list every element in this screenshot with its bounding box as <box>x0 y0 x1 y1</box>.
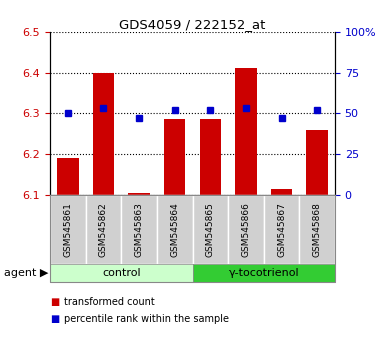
Text: GSM545861: GSM545861 <box>64 202 72 257</box>
Text: ■: ■ <box>50 297 59 307</box>
Bar <box>93 73 114 195</box>
Text: agent ▶: agent ▶ <box>4 268 48 278</box>
Text: GSM545862: GSM545862 <box>99 202 108 257</box>
Bar <box>306 130 328 195</box>
Text: γ-tocotrienol: γ-tocotrienol <box>228 268 299 278</box>
Bar <box>199 119 221 195</box>
Text: ■: ■ <box>50 314 59 324</box>
Text: percentile rank within the sample: percentile rank within the sample <box>64 314 229 324</box>
Text: GSM545865: GSM545865 <box>206 202 215 257</box>
Text: GSM545867: GSM545867 <box>277 202 286 257</box>
Bar <box>235 68 257 195</box>
Bar <box>164 119 186 195</box>
Text: GSM545868: GSM545868 <box>313 202 321 257</box>
Bar <box>57 158 79 195</box>
Text: transformed count: transformed count <box>64 297 154 307</box>
Text: GSM545866: GSM545866 <box>241 202 250 257</box>
Text: GSM545864: GSM545864 <box>170 202 179 257</box>
Text: control: control <box>102 268 141 278</box>
Text: GSM545863: GSM545863 <box>135 202 144 257</box>
Bar <box>128 193 150 195</box>
Title: GDS4059 / 222152_at: GDS4059 / 222152_at <box>119 18 266 31</box>
Bar <box>271 189 292 195</box>
